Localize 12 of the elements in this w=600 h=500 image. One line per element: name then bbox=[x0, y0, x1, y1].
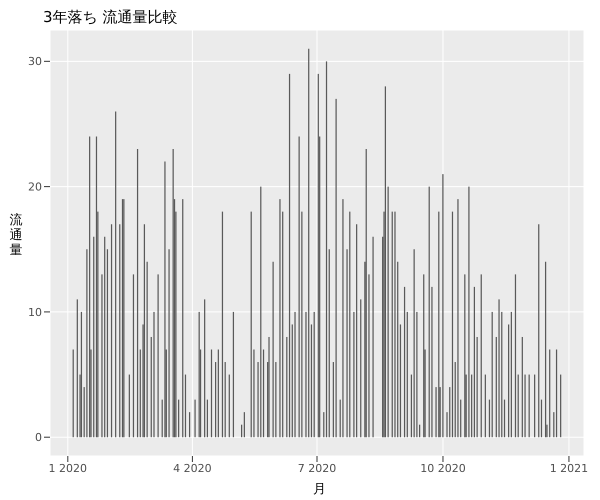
chart-title: 3年落ち 流通量比較 bbox=[43, 8, 178, 27]
x-axis-title: 月 bbox=[313, 481, 326, 498]
y-tick-label: 30 bbox=[28, 55, 42, 68]
x-tick-label: 1 2021 bbox=[550, 462, 588, 475]
x-tick-label: 1 2020 bbox=[48, 462, 88, 475]
y-tick-label: 10 bbox=[28, 306, 42, 319]
y-tick-label: 0 bbox=[35, 431, 42, 444]
x-tick-label: 7 2020 bbox=[298, 462, 336, 475]
x-tick-label: 10 2020 bbox=[420, 462, 466, 475]
x-tick-label: 4 2020 bbox=[173, 462, 212, 475]
y-axis-title: 流通量 bbox=[8, 213, 24, 258]
y-tick-label: 20 bbox=[28, 180, 42, 194]
